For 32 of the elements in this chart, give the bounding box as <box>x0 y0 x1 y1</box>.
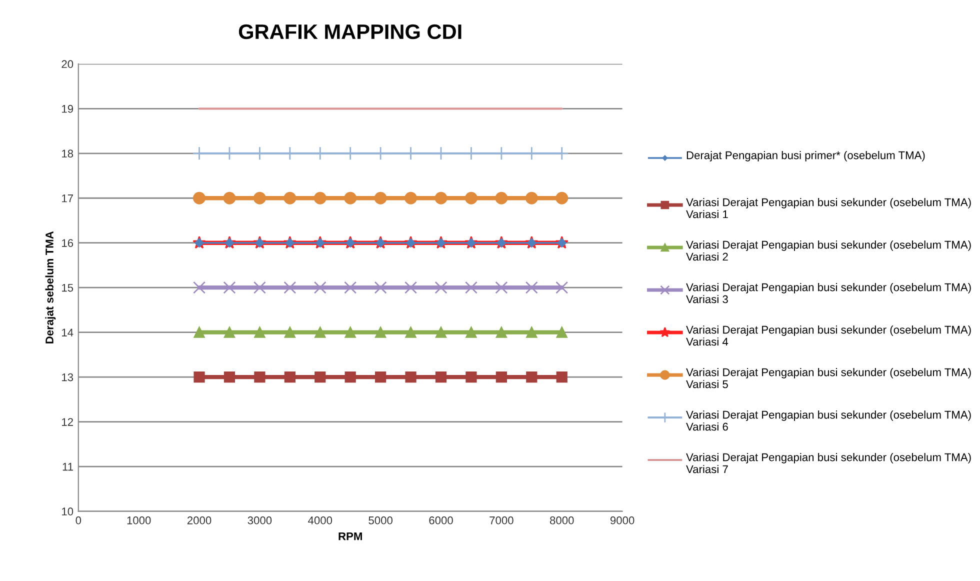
y-tick-label: 18 <box>62 150 74 158</box>
legend-label: Derajat Pengapian busi primer* (osebelum TMA) <box>686 151 925 162</box>
x-tick-label: 6000 <box>429 516 453 524</box>
x-tick-label: 3000 <box>248 516 272 524</box>
y-tick-label: 10 <box>62 508 74 516</box>
y-tick-label: 14 <box>62 328 74 336</box>
legend-label: Variasi Derajat Pengapian busi sekunder (osebelum TMA) Variasi 5 <box>686 368 971 388</box>
y-tick-label: 15 <box>62 284 74 292</box>
legend-label: Variasi Derajat Pengapian busi sekunder (osebelum TMA) Variasi 2 <box>686 240 971 261</box>
x-tick-label: 9000 <box>610 516 634 524</box>
x-tick-label: 7000 <box>490 516 514 524</box>
x-tick-label: 0 <box>76 516 82 524</box>
x-tick-label: 5000 <box>368 516 392 524</box>
x-tick-label: 1000 <box>127 516 151 524</box>
legend-label: Variasi Derajat Pengapian busi sekunder (osebelum TMA) Variasi 1 <box>686 198 971 218</box>
legend-label: Variasi Derajat Pengapian busi sekunder (osebelum TMA) Variasi 3 <box>686 283 971 304</box>
legend-label: Variasi Derajat Pengapian busi sekunder (osebelum TMA) Variasi 7 <box>686 453 971 474</box>
x-axis-title: RPM <box>338 532 362 540</box>
x-tick-label: 8000 <box>550 516 574 524</box>
y-tick-label: 13 <box>62 373 74 382</box>
y-tick-label: 11 <box>62 462 73 471</box>
x-tick-label: 4000 <box>308 516 332 524</box>
y-tick-label: 19 <box>62 104 74 113</box>
y-tick-label: 12 <box>62 418 73 426</box>
y-tick-label: 16 <box>62 239 74 247</box>
chart-title: GRAFIK MAPPING CDI <box>238 24 462 40</box>
legend-label: Variasi Derajat Pengapian busi sekunder (osebelum TMA) Variasi 4 <box>686 326 971 346</box>
y-tick-label: 20 <box>62 60 74 68</box>
y-tick-label: 17 <box>62 194 73 202</box>
x-tick-label: 2000 <box>187 516 212 524</box>
legend-label: Variasi Derajat Pengapian busi sekunder (osebelum TMA) Variasi 6 <box>686 410 971 431</box>
y-axis-title: Derajat sebelum TMA <box>45 231 56 344</box>
